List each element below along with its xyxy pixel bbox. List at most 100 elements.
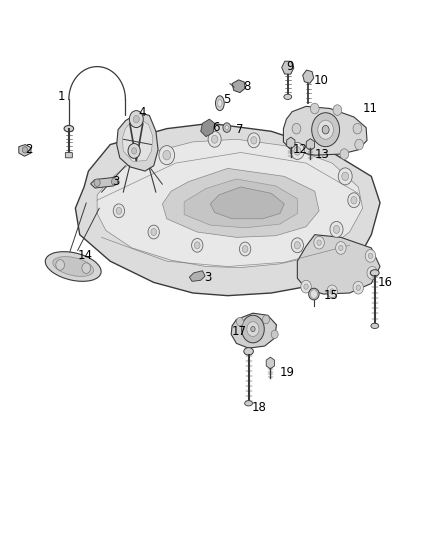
Circle shape [251,326,255,332]
Circle shape [338,168,352,185]
Polygon shape [117,113,158,171]
Circle shape [353,281,364,294]
Text: 8: 8 [243,80,250,93]
Circle shape [240,242,251,256]
Circle shape [133,115,139,123]
Text: 5: 5 [223,93,231,106]
Text: 4: 4 [138,106,146,119]
Text: 9: 9 [286,60,294,72]
Ellipse shape [53,256,94,277]
Polygon shape [201,119,215,136]
Text: 16: 16 [378,276,393,289]
Polygon shape [210,187,284,219]
Circle shape [291,238,304,253]
Circle shape [333,105,342,115]
Ellipse shape [245,401,253,406]
Circle shape [159,146,175,165]
Circle shape [128,143,140,158]
Circle shape [314,236,324,249]
Circle shape [262,316,269,324]
Text: 14: 14 [78,249,92,262]
Text: 15: 15 [323,289,338,302]
Polygon shape [122,119,153,161]
Circle shape [248,133,260,148]
Polygon shape [283,107,367,155]
Circle shape [82,263,91,273]
Circle shape [129,111,143,127]
Polygon shape [297,235,380,294]
Text: 3: 3 [113,175,120,188]
Circle shape [322,125,329,134]
Circle shape [340,149,349,159]
Circle shape [330,289,334,294]
Circle shape [294,147,301,155]
Polygon shape [75,123,380,296]
Circle shape [368,253,373,259]
Ellipse shape [371,270,379,276]
Polygon shape [162,168,319,237]
Text: 19: 19 [280,366,295,379]
Polygon shape [184,179,297,228]
Polygon shape [97,139,363,268]
Text: 3: 3 [204,271,211,284]
FancyBboxPatch shape [65,152,72,158]
Text: 12: 12 [293,143,308,156]
Ellipse shape [45,252,101,281]
Text: 7: 7 [237,123,244,136]
Text: 10: 10 [314,75,329,87]
Circle shape [237,317,244,326]
Circle shape [365,249,376,262]
Text: 2: 2 [25,143,33,156]
Circle shape [339,245,343,251]
Circle shape [311,290,318,298]
Circle shape [212,135,218,143]
Circle shape [367,266,378,279]
Circle shape [271,330,278,338]
Ellipse shape [284,94,292,100]
Circle shape [242,316,264,343]
Polygon shape [231,313,276,348]
Circle shape [113,204,124,217]
Circle shape [56,260,64,270]
Circle shape [151,229,156,236]
Ellipse shape [371,323,379,328]
Circle shape [116,207,122,214]
Circle shape [94,179,100,187]
Circle shape [225,125,229,130]
Circle shape [208,131,221,147]
Circle shape [311,103,319,114]
Ellipse shape [244,348,253,355]
Circle shape [292,123,301,134]
Text: 13: 13 [315,148,330,160]
Text: 18: 18 [252,400,266,414]
Ellipse shape [218,100,222,107]
Circle shape [22,147,28,153]
Polygon shape [232,80,245,93]
Ellipse shape [309,288,319,300]
Circle shape [336,241,346,254]
Circle shape [312,113,339,147]
Circle shape [317,240,321,245]
Ellipse shape [215,96,224,111]
Circle shape [290,142,304,159]
Circle shape [301,280,311,293]
Circle shape [370,270,374,276]
Circle shape [333,225,340,233]
Text: 17: 17 [232,325,247,338]
Circle shape [223,123,231,132]
Ellipse shape [64,125,74,132]
Text: 1: 1 [58,90,65,103]
Circle shape [242,246,248,253]
Circle shape [318,120,333,139]
Circle shape [251,136,257,144]
Circle shape [163,150,171,160]
Circle shape [356,285,360,290]
Circle shape [191,238,203,252]
Polygon shape [189,271,205,281]
Circle shape [351,197,357,204]
Circle shape [247,321,259,336]
Text: 6: 6 [212,121,220,134]
Circle shape [294,241,300,249]
Circle shape [330,221,343,237]
Circle shape [327,285,337,298]
